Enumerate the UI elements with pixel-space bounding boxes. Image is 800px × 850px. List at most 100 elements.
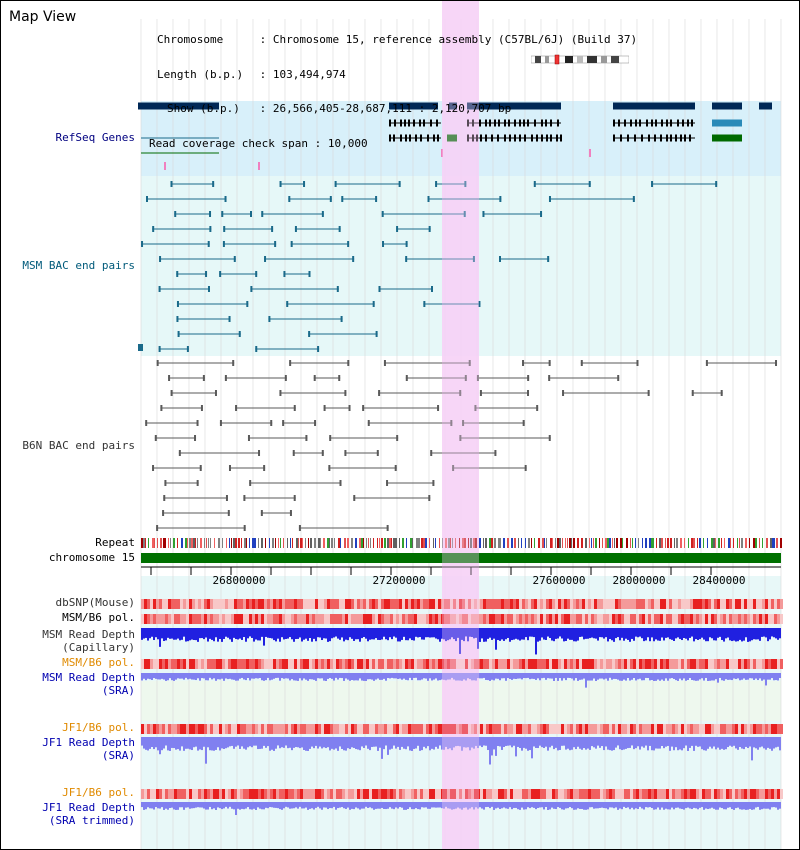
dbsnp-strip [399, 599, 402, 609]
msm-b6-pol-2-strip [150, 659, 153, 669]
jf1-depth-trim-bar [491, 802, 493, 807]
dbsnp-strip [582, 599, 585, 609]
jf1-depth-sra-bar [219, 737, 221, 751]
msm-b6-pol-2-strip [549, 659, 552, 669]
msm-b6-pol-2-strip [432, 659, 435, 669]
msm-depth-cap-bar [741, 628, 743, 642]
msm-depth-sra-bar [657, 673, 659, 680]
dbsnp-strip [246, 599, 249, 609]
msm-depth-sra-bar [257, 673, 259, 679]
msm-depth-cap-bar [747, 628, 749, 642]
msm-depth-cap-bar [147, 628, 149, 641]
jf1-depth-trim-bar [309, 802, 311, 809]
repeat-feature [429, 538, 430, 548]
jf1-b6-pol-2-strip [666, 789, 669, 799]
jf1-depth-sra-bar [557, 737, 559, 751]
jf1-depth-trim-bar [411, 802, 413, 810]
jf1-depth-trim-bar [503, 802, 505, 808]
repeat-feature [298, 538, 299, 548]
jf1-b6-pol-strip [744, 724, 747, 734]
msm-depth-cap-bar [355, 628, 357, 640]
dbsnp-strip [351, 599, 354, 609]
repeat-feature [626, 538, 628, 548]
jf1-b6-pol-2-strip [564, 789, 567, 799]
msm-b6-pol-strip [318, 614, 321, 624]
jf1-b6-pol-2-strip [204, 789, 207, 799]
msm-b6-pol-2-strip [168, 659, 171, 669]
track-label-msm-depth-sra[interactable]: MSM Read Depth [42, 671, 135, 684]
jf1-depth-trim-bar [721, 802, 723, 809]
msm-depth-sra-bar [309, 673, 311, 680]
jf1-b6-pol-strip [780, 724, 783, 734]
msm-depth-cap-bar [199, 628, 201, 639]
chromosome-ideogram[interactable] [531, 53, 629, 65]
msm-bac-end [378, 286, 381, 292]
repeat-feature [300, 538, 302, 548]
jf1-depth-sra-bar [255, 737, 257, 746]
msm-depth-cap-bar [503, 628, 505, 641]
jf1-depth-sra-bar [603, 737, 605, 751]
track-label-chromosome[interactable]: chromosome 15 [48, 551, 135, 564]
msm-b6-pol-2-strip [492, 659, 495, 669]
msm-b6-pol-2-strip [294, 659, 297, 669]
jf1-b6-pol-strip [528, 724, 531, 734]
msm-b6-pol-2-strip [402, 659, 405, 669]
jf1-depth-sra-bar [187, 737, 189, 749]
gene-exon [675, 134, 677, 142]
track-label-jf1-b6-pol[interactable]: JF1/B6 pol. [62, 721, 135, 734]
msm-depth-sra-bar [603, 673, 605, 680]
jf1-depth-sra-bar [761, 737, 763, 747]
msm-bac-end [261, 211, 264, 217]
msm-b6-pol-strip [723, 614, 726, 624]
jf1-depth-trim-bar [171, 802, 173, 808]
track-label-msm-b6-pol-2[interactable]: MSM/B6 pol. [62, 656, 135, 669]
repeat-feature [737, 538, 738, 548]
msm-b6-pol-strip [327, 614, 330, 624]
msm-b6-pol-strip [774, 614, 777, 624]
msm-b6-pol-2-strip [303, 659, 306, 669]
jf1-b6-pol-2-strip [633, 789, 636, 799]
msm-depth-sra-bar [159, 673, 161, 680]
msm-depth-sra-bar [507, 673, 509, 679]
repeat-feature [755, 538, 757, 548]
track-label-jf1-depth-sra[interactable]: JF1 Read Depth [42, 736, 135, 749]
jf1-depth-trim-bar [265, 802, 267, 808]
jf1-b6-pol-2-strip [636, 789, 639, 799]
track-label-repeat[interactable]: Repeat [95, 536, 135, 549]
track-label-jf1-depth-trim[interactable]: JF1 Read Depth [42, 801, 135, 814]
repeat-feature [278, 538, 279, 548]
msm-bac-end [463, 211, 466, 217]
track-label-msm-bac[interactable]: MSM BAC end pairs [22, 259, 135, 272]
jf1-b6-pol-2-strip [489, 789, 492, 799]
msm-depth-sra-bar [491, 673, 493, 680]
track-label-jf1-b6-pol-2[interactable]: JF1/B6 pol. [62, 786, 135, 799]
msm-b6-pol-strip [486, 614, 489, 624]
msm-b6-pol-2-strip [603, 659, 606, 669]
msm-depth-cap-bar [349, 628, 351, 638]
msm-depth-cap-bar [451, 628, 453, 638]
track-label-dbsnp[interactable]: dbSNP(Mouse) [55, 596, 135, 609]
jf1-b6-pol-2-strip [780, 789, 783, 799]
track-label-msm-b6-pol[interactable]: MSM/B6 pol. [62, 611, 135, 624]
msm-bac-end [288, 196, 291, 202]
msm-b6-pol-strip [609, 614, 612, 624]
dbsnp-strip [711, 599, 714, 609]
msm-depth-sra-bar [553, 673, 555, 681]
msm-b6-pol-2-strip [531, 659, 534, 669]
track-label-refseq[interactable]: RefSeq Genes [55, 131, 135, 144]
jf1-depth-trim-bar [153, 802, 155, 810]
msm-depth-sra-bar [141, 673, 143, 681]
msm-b6-pol-2-strip [261, 659, 264, 669]
jf1-depth-trim-bar [485, 802, 487, 808]
msm-b6-pol-strip [525, 614, 528, 624]
jf1-depth-sra-bar [239, 737, 241, 749]
dbsnp-strip [519, 599, 522, 609]
track-label-b6n-bac[interactable]: B6N BAC end pairs [22, 439, 135, 452]
msm-b6-pol-strip [645, 614, 648, 624]
dbsnp-strip [213, 599, 216, 609]
jf1-depth-sra-bar [225, 737, 227, 749]
msm-depth-cap-bar [255, 628, 257, 640]
track-label-msm-depth-cap[interactable]: MSM Read Depth [42, 628, 135, 641]
b6n-bac-end [396, 435, 399, 441]
